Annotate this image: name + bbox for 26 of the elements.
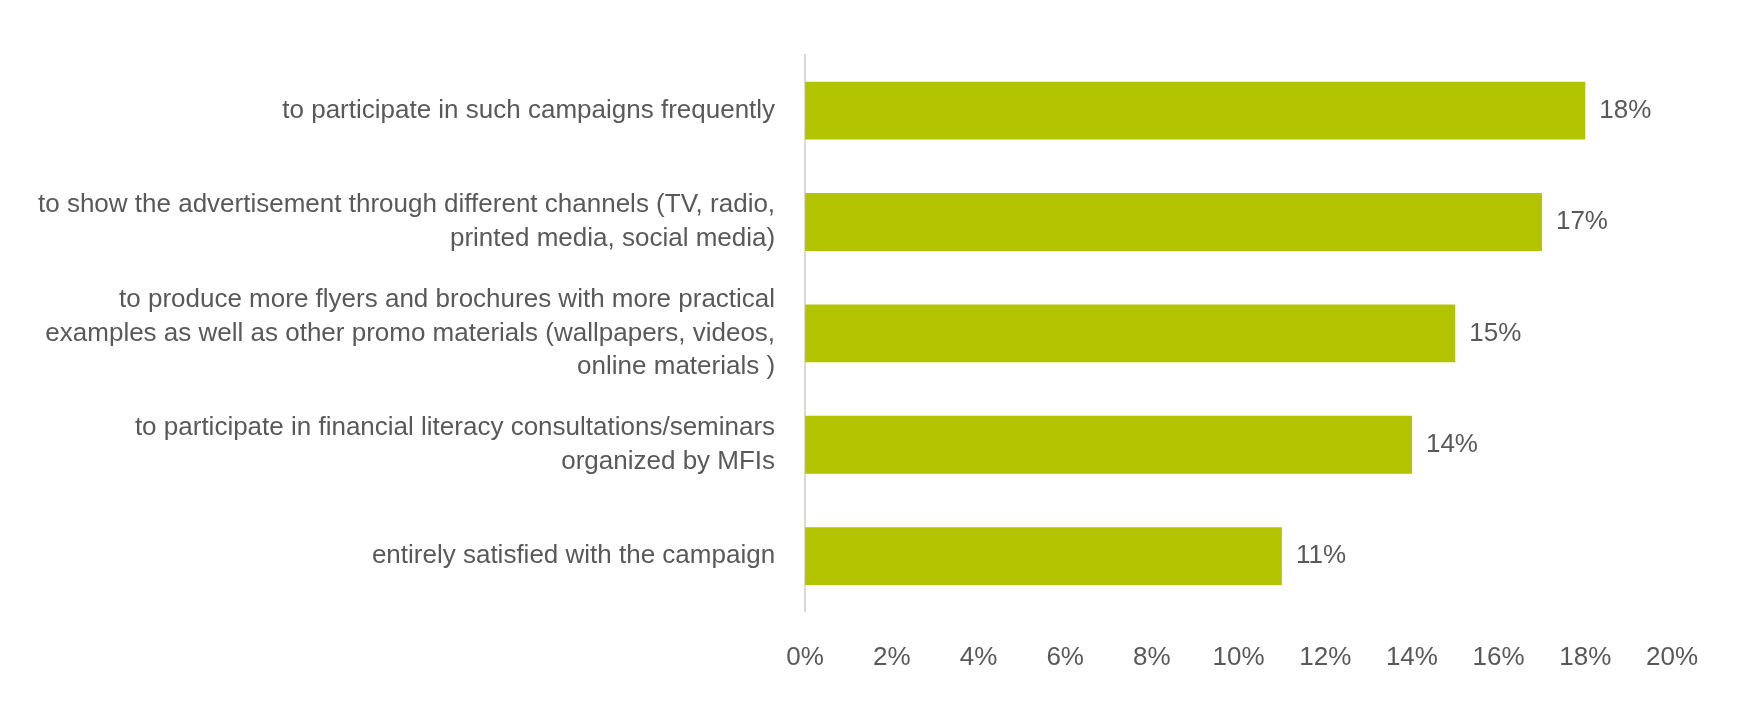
x-tick-label: 10% bbox=[1212, 640, 1265, 671]
data-label: 15% bbox=[1469, 316, 1522, 347]
y-tick-label: to produce more flyers and brochures with more practical examples as well as other promo materials (wallpapers, videos, online materials ) bbox=[45, 282, 776, 381]
data-label: 17% bbox=[1555, 205, 1608, 236]
x-tick-label: 20% bbox=[1645, 640, 1698, 671]
y-tick-label: entirely satisfied with the campaign bbox=[371, 539, 776, 570]
y-tick-label: to participate in financial literacy consultations/seminars organized by MFIs bbox=[134, 411, 776, 475]
x-tick-label: 2% bbox=[873, 640, 911, 671]
data-label: 11% bbox=[1295, 539, 1346, 570]
x-tick-label: 4% bbox=[959, 640, 998, 671]
y-tick-label: to participate in such campaigns frequently bbox=[282, 93, 776, 124]
bar bbox=[805, 415, 1412, 474]
data-label: 14% bbox=[1425, 427, 1478, 458]
x-tick-label: 14% bbox=[1385, 640, 1438, 671]
x-tick-label: 18% bbox=[1559, 640, 1612, 671]
x-tick-label: 6% bbox=[1046, 640, 1084, 671]
x-tick-label: 12% bbox=[1299, 640, 1352, 671]
x-tick-label: 16% bbox=[1472, 640, 1525, 671]
bar bbox=[805, 527, 1282, 586]
x-tick-label: 0% bbox=[786, 640, 824, 671]
bar bbox=[805, 193, 1542, 251]
y-tick-label: to show the advertisement through different channels (TV, radio, printed media, social media) bbox=[37, 188, 776, 253]
x-tick-label: 8% bbox=[1133, 640, 1171, 671]
bar bbox=[805, 304, 1456, 363]
bar bbox=[805, 81, 1586, 140]
data-label: 18% bbox=[1599, 93, 1652, 124]
